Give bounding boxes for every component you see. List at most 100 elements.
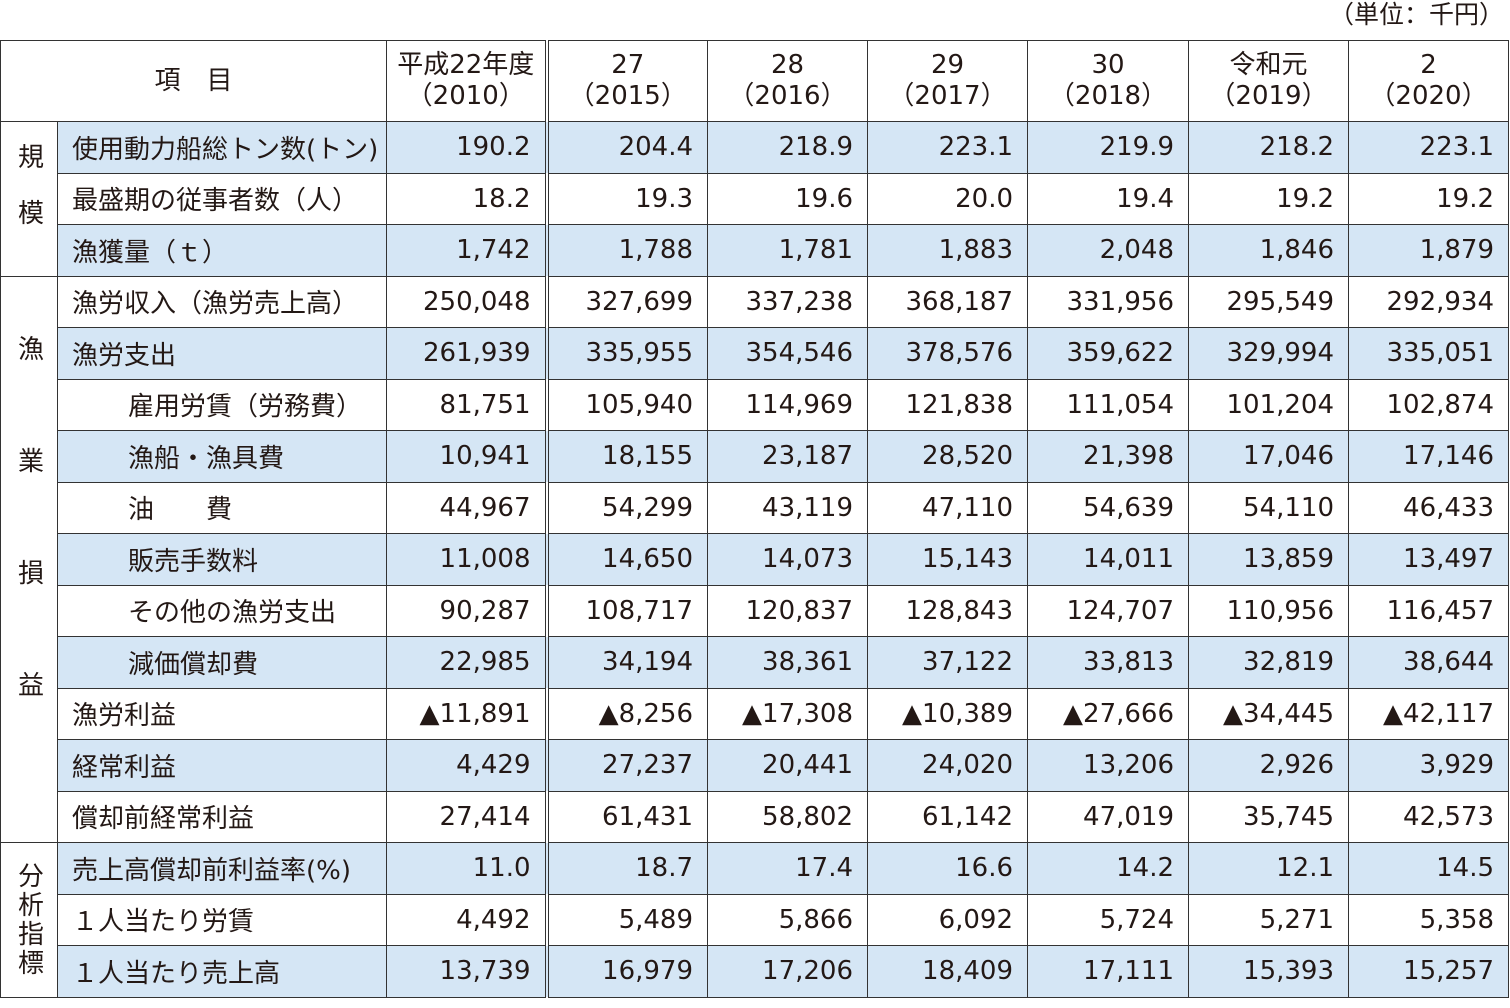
header-column: 令和元 （2019） bbox=[1188, 40, 1350, 122]
row-item: 最盛期の従事者数（人） bbox=[56, 172, 388, 225]
table-row: １人当たり労賃 4,492 5,489 5,866 6,092 5,724 5,271 5,3… bbox=[1, 893, 1510, 946]
table-row: 減価償却費 22,985 34,194 38,361 37,122 33,813 32,81… bbox=[1, 636, 1510, 689]
cell-value: 61,431 bbox=[546, 790, 709, 843]
cell-value: 14.5 bbox=[1348, 842, 1510, 895]
row-item: その他の漁労支出 bbox=[56, 584, 388, 637]
header-year: （2018） bbox=[1048, 81, 1168, 111]
table-row: 最盛期の従事者数（人） 18.2 19.3 19.6 20.0 19.4 19.2 19.2 bbox=[1, 172, 1510, 225]
row-item: １人当たり労賃 bbox=[56, 893, 388, 946]
cell-value: 24,020 bbox=[867, 739, 1029, 792]
header-era: 2 bbox=[1420, 50, 1437, 80]
cell-value: 335,051 bbox=[1348, 327, 1510, 380]
cell-value: 22,985 bbox=[386, 636, 549, 689]
header-column: 28 （2016） bbox=[707, 40, 869, 122]
cell-value: 19.3 bbox=[546, 172, 709, 225]
cell-value: 27,237 bbox=[546, 739, 709, 792]
row-item: 油 費 bbox=[56, 481, 388, 534]
cell-value: 124,707 bbox=[1027, 584, 1190, 637]
cell-value: 121,838 bbox=[867, 378, 1029, 431]
cell-value: 218.9 bbox=[707, 121, 869, 174]
cell-value: 114,969 bbox=[707, 378, 869, 431]
cell-value: 292,934 bbox=[1348, 275, 1510, 328]
cell-value: 61,142 bbox=[867, 790, 1029, 843]
cell-value: 17,146 bbox=[1348, 430, 1510, 483]
cell-value: 219.9 bbox=[1027, 121, 1190, 174]
cell-value: 27,414 bbox=[386, 790, 549, 843]
cell-value: 17,046 bbox=[1188, 430, 1350, 483]
cell-value: 204.4 bbox=[546, 121, 709, 174]
cell-value: 43,119 bbox=[707, 481, 869, 534]
cell-value: 11,008 bbox=[386, 533, 549, 586]
cell-value: 120,837 bbox=[707, 584, 869, 637]
header-year: （2020） bbox=[1369, 81, 1488, 111]
cell-value: 18.7 bbox=[546, 842, 709, 895]
cell-value: 218.2 bbox=[1188, 121, 1350, 174]
cell-value: 101,204 bbox=[1188, 378, 1350, 431]
header-column: 27 （2015） bbox=[546, 40, 709, 122]
header-column: 平成22年度 （2010） bbox=[386, 40, 549, 122]
row-item: 漁労利益 bbox=[56, 687, 388, 740]
table-row: 販売手数料 11,008 14,650 14,073 15,143 14,011 13,85… bbox=[1, 533, 1510, 586]
cell-value: 14.2 bbox=[1027, 842, 1190, 895]
cell-value: 14,011 bbox=[1027, 533, 1190, 586]
cell-value: 6,092 bbox=[867, 893, 1029, 946]
cell-value: ▲8,256 bbox=[546, 687, 709, 740]
cell-value: 102,874 bbox=[1348, 378, 1510, 431]
table-row: 漁獲量（ｔ） 1,742 1,788 1,781 1,883 2,048 1,846 1,87… bbox=[1, 224, 1510, 277]
cell-value: 223.1 bbox=[1348, 121, 1510, 174]
cell-value: 5,489 bbox=[546, 893, 709, 946]
row-item: １人当たり売上高 bbox=[56, 945, 388, 998]
table-row: 償却前経常利益 27,414 61,431 58,802 61,142 47,019 35,… bbox=[1, 790, 1510, 843]
cell-value: 34,194 bbox=[546, 636, 709, 689]
cell-value: 1,846 bbox=[1188, 224, 1350, 277]
cell-value: 190.2 bbox=[386, 121, 549, 174]
cell-value: 19.2 bbox=[1348, 172, 1510, 225]
cell-value: 38,361 bbox=[707, 636, 869, 689]
header-column: 29 （2017） bbox=[867, 40, 1029, 122]
cell-value: 19.4 bbox=[1027, 172, 1190, 225]
cell-value: 21,398 bbox=[1027, 430, 1190, 483]
cell-value: 1,883 bbox=[867, 224, 1029, 277]
table-row: 雇用労賃（労務費） 81,751 105,940 114,969 121,838 111,… bbox=[1, 378, 1510, 431]
cell-value: 327,699 bbox=[546, 275, 709, 328]
data-table: 項 目 平成22年度 （2010） 27 （2015） 28 （2016） 29 （2017）… bbox=[0, 40, 1510, 998]
cell-value: 1,742 bbox=[386, 224, 549, 277]
cell-value: ▲17,308 bbox=[707, 687, 869, 740]
cell-value: 108,717 bbox=[546, 584, 709, 637]
group-label: 規模 bbox=[0, 121, 58, 277]
cell-value: 54,299 bbox=[546, 481, 709, 534]
row-item: 販売手数料 bbox=[56, 533, 388, 586]
cell-value: ▲27,666 bbox=[1027, 687, 1190, 740]
cell-value: 5,724 bbox=[1027, 893, 1190, 946]
cell-value: 5,358 bbox=[1348, 893, 1510, 946]
table-row: 漁労利益 ▲11,891 ▲8,256 ▲17,308 ▲10,389 ▲27,666 ▲3… bbox=[1, 687, 1510, 740]
header-year: （2016） bbox=[728, 81, 847, 111]
cell-value: 17.4 bbox=[707, 842, 869, 895]
table-row: 経常利益 4,429 27,237 20,441 24,020 13,206 2,926 3,… bbox=[1, 739, 1510, 792]
cell-value: 331,956 bbox=[1027, 275, 1190, 328]
table-row: 漁労支出 261,939 335,955 354,546 378,576 359,622 3… bbox=[1, 327, 1510, 380]
row-item: 漁労支出 bbox=[56, 327, 388, 380]
cell-value: 10,941 bbox=[386, 430, 549, 483]
cell-value: 44,967 bbox=[386, 481, 549, 534]
table-row: １人当たり売上高 13,739 16,979 17,206 18,409 17,111 15… bbox=[1, 945, 1510, 998]
cell-value: 111,054 bbox=[1027, 378, 1190, 431]
row-item: 経常利益 bbox=[56, 739, 388, 792]
cell-value: 42,573 bbox=[1348, 790, 1510, 843]
cell-value: 32,819 bbox=[1188, 636, 1350, 689]
cell-value: ▲42,117 bbox=[1348, 687, 1510, 740]
row-item: 漁労収入（漁労売上高） bbox=[56, 275, 388, 328]
table-body: 規模 使用動力船総トン数(トン) 190.2 204.4 218.9 223.1 219.9… bbox=[0, 121, 1510, 998]
cell-value: 13,859 bbox=[1188, 533, 1350, 586]
cell-value: 5,271 bbox=[1188, 893, 1350, 946]
cell-value: 18.2 bbox=[386, 172, 549, 225]
table-row: 油 費 44,967 54,299 43,119 47,110 54,639 54,110 4… bbox=[1, 481, 1510, 534]
cell-value: 368,187 bbox=[867, 275, 1029, 328]
cell-value: ▲34,445 bbox=[1188, 687, 1350, 740]
header-year: （2015） bbox=[568, 81, 687, 111]
cell-value: 54,639 bbox=[1027, 481, 1190, 534]
table-row: 漁船・漁具費 10,941 18,155 23,187 28,520 21,398 17,0… bbox=[1, 430, 1510, 483]
cell-value: 20,441 bbox=[707, 739, 869, 792]
header-item: 項 目 bbox=[0, 40, 388, 122]
cell-value: 354,546 bbox=[707, 327, 869, 380]
